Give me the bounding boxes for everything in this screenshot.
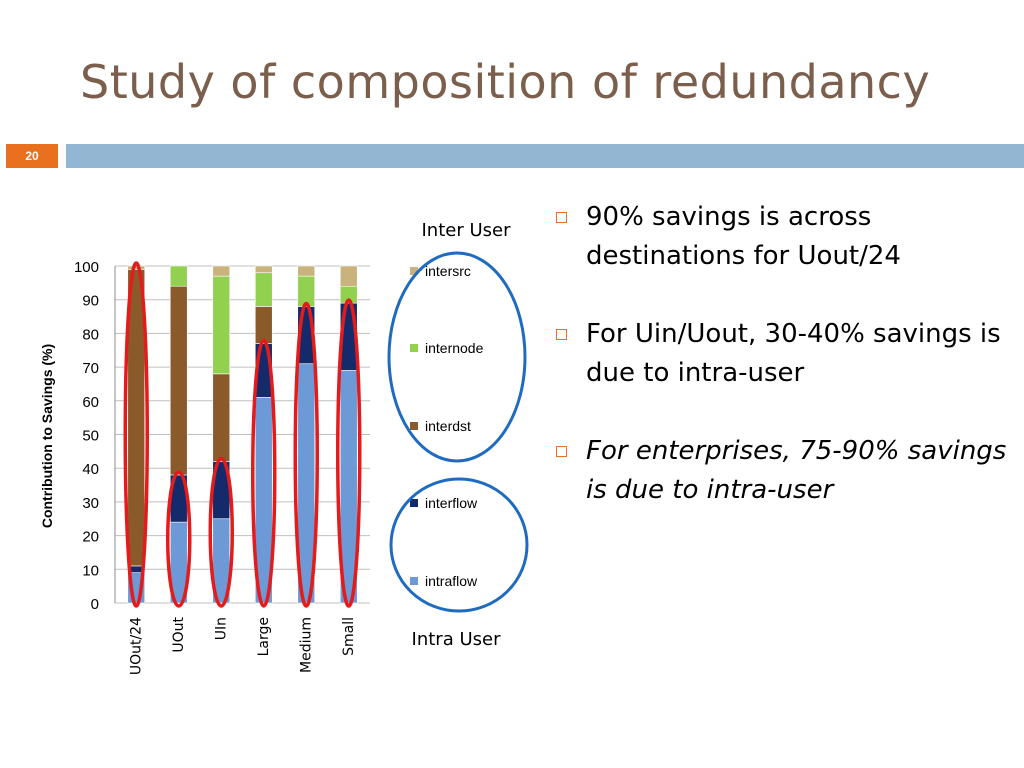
y-tick-label: 100 [74,259,99,276]
bar-segment-intersrc [212,265,231,277]
y-tick-label: 80 [82,326,99,343]
bar-segment-internode [169,265,188,287]
x-axis-ticks: UOut/24 UOut UIn Large Medium Small [128,617,357,676]
stacked-bar-chart: 0 10 20 30 40 50 60 70 80 90 100 UOut/24 UOut UIn Lar… [39,220,529,676]
square-bullet-icon [556,329,567,340]
x-tick-label: UOut/24 [128,617,144,675]
bullet-item-2: For Uin/Uout, 30-40% savings is due to i… [552,315,1012,393]
highlight-ellipse [251,338,277,608]
bar-segment-internode [212,275,231,375]
square-bullet-icon [556,212,567,223]
bullet-item-3: For enterprises, 75-90% savings is due t… [552,432,1012,510]
legend-swatch [410,267,418,275]
highlight-ellipses [123,261,362,608]
legend-swatch [410,499,418,507]
bullet-text-3: For enterprises, 75-90% savings is due t… [586,436,1007,505]
legend-label: internode [425,340,484,356]
y-tick-label: 20 [82,529,99,546]
highlight-ellipse [166,470,192,608]
bullet-list: 90% savings is across destinations for U… [552,198,1012,549]
x-tick-label: UIn [213,617,229,640]
bullet-text-2: For Uin/Uout, 30-40% savings is due to i… [586,319,1001,388]
y-axis-label: Contribution to Savings (%) [39,344,55,528]
slide-number: 20 [6,144,58,168]
slide-title: Study of composition of redundancy [80,55,931,109]
bar-segment-interdst [254,306,273,344]
x-tick-label: UOut [171,617,187,653]
y-tick-label: 70 [82,360,99,377]
x-tick-label: Large [256,617,272,656]
highlight-ellipse [336,298,362,608]
bar-segment-intersrc [127,265,146,270]
y-tick-label: 40 [82,461,99,478]
header-band [66,144,1024,168]
highlight-ellipse [208,456,234,608]
legend: intersrc internode interdst interflow intraf… [387,251,529,613]
bullet-text-1: 90% savings is across destinations for U… [586,202,901,271]
legend-label: interflow [425,495,478,511]
bar-segment-interdst [127,269,146,567]
legend-label: intersrc [425,263,471,279]
intra-user-group-ellipse [389,477,529,613]
legend-swatch [410,422,418,430]
bullet-item-1: 90% savings is across destinations for U… [552,198,1012,276]
legend-label: interdst [425,418,471,434]
bar-segment-intersrc [339,265,358,287]
inter-user-label: Inter User [422,220,512,241]
y-tick-label: 60 [82,394,99,411]
legend-label: intraflow [425,573,478,589]
bar-segment-internode [254,272,273,307]
legend-swatch [410,344,418,352]
y-tick-label: 50 [82,428,99,445]
y-tick-label: 30 [82,495,99,512]
x-tick-label: Medium [298,617,314,673]
bar-segment-interdst [212,373,231,462]
inter-user-group-ellipse [387,251,527,463]
y-axis-ticks: 0 10 20 30 40 50 60 70 80 90 100 [74,259,99,613]
square-bullet-icon [556,446,567,457]
bar-segment-intersrc [297,265,316,277]
y-tick-label: 0 [91,596,99,613]
y-tick-label: 10 [82,562,99,579]
gridlines [114,265,370,604]
highlight-ellipse [293,301,319,608]
legend-swatch [410,577,418,585]
x-tick-label: Small [341,617,357,656]
intra-user-label: Intra User [412,629,502,650]
bar-segment-interdst [169,285,188,476]
y-tick-label: 90 [82,293,99,310]
bar-segment-intersrc [254,265,273,274]
highlight-ellipse [123,261,149,608]
